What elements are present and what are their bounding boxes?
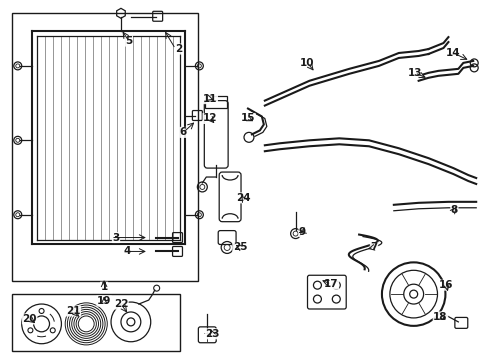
- Text: 16: 16: [438, 280, 453, 290]
- Text: 4: 4: [123, 247, 130, 256]
- Text: 5: 5: [125, 36, 132, 46]
- Text: 24: 24: [235, 193, 250, 203]
- Text: 3: 3: [112, 233, 120, 243]
- Bar: [205, 96, 226, 108]
- Text: 13: 13: [407, 68, 421, 78]
- Text: 8: 8: [450, 205, 457, 215]
- Text: 18: 18: [432, 312, 447, 322]
- Text: 14: 14: [445, 48, 460, 58]
- Text: 17: 17: [324, 279, 338, 289]
- Text: 9: 9: [298, 226, 305, 237]
- Text: 2: 2: [175, 44, 182, 54]
- Text: 6: 6: [180, 127, 187, 138]
- Text: 1: 1: [100, 282, 107, 292]
- Text: 11: 11: [203, 94, 217, 104]
- Text: 22: 22: [114, 299, 128, 309]
- Text: 19: 19: [97, 296, 111, 306]
- Bar: [12, 13, 198, 281]
- Text: 7: 7: [369, 243, 377, 252]
- Text: 21: 21: [66, 306, 81, 316]
- Bar: [12, 294, 180, 351]
- Text: 23: 23: [204, 329, 219, 339]
- Text: 10: 10: [300, 58, 314, 68]
- Text: 12: 12: [203, 113, 217, 123]
- Text: 15: 15: [240, 113, 255, 123]
- Text: 25: 25: [232, 243, 247, 252]
- Text: 20: 20: [22, 314, 37, 324]
